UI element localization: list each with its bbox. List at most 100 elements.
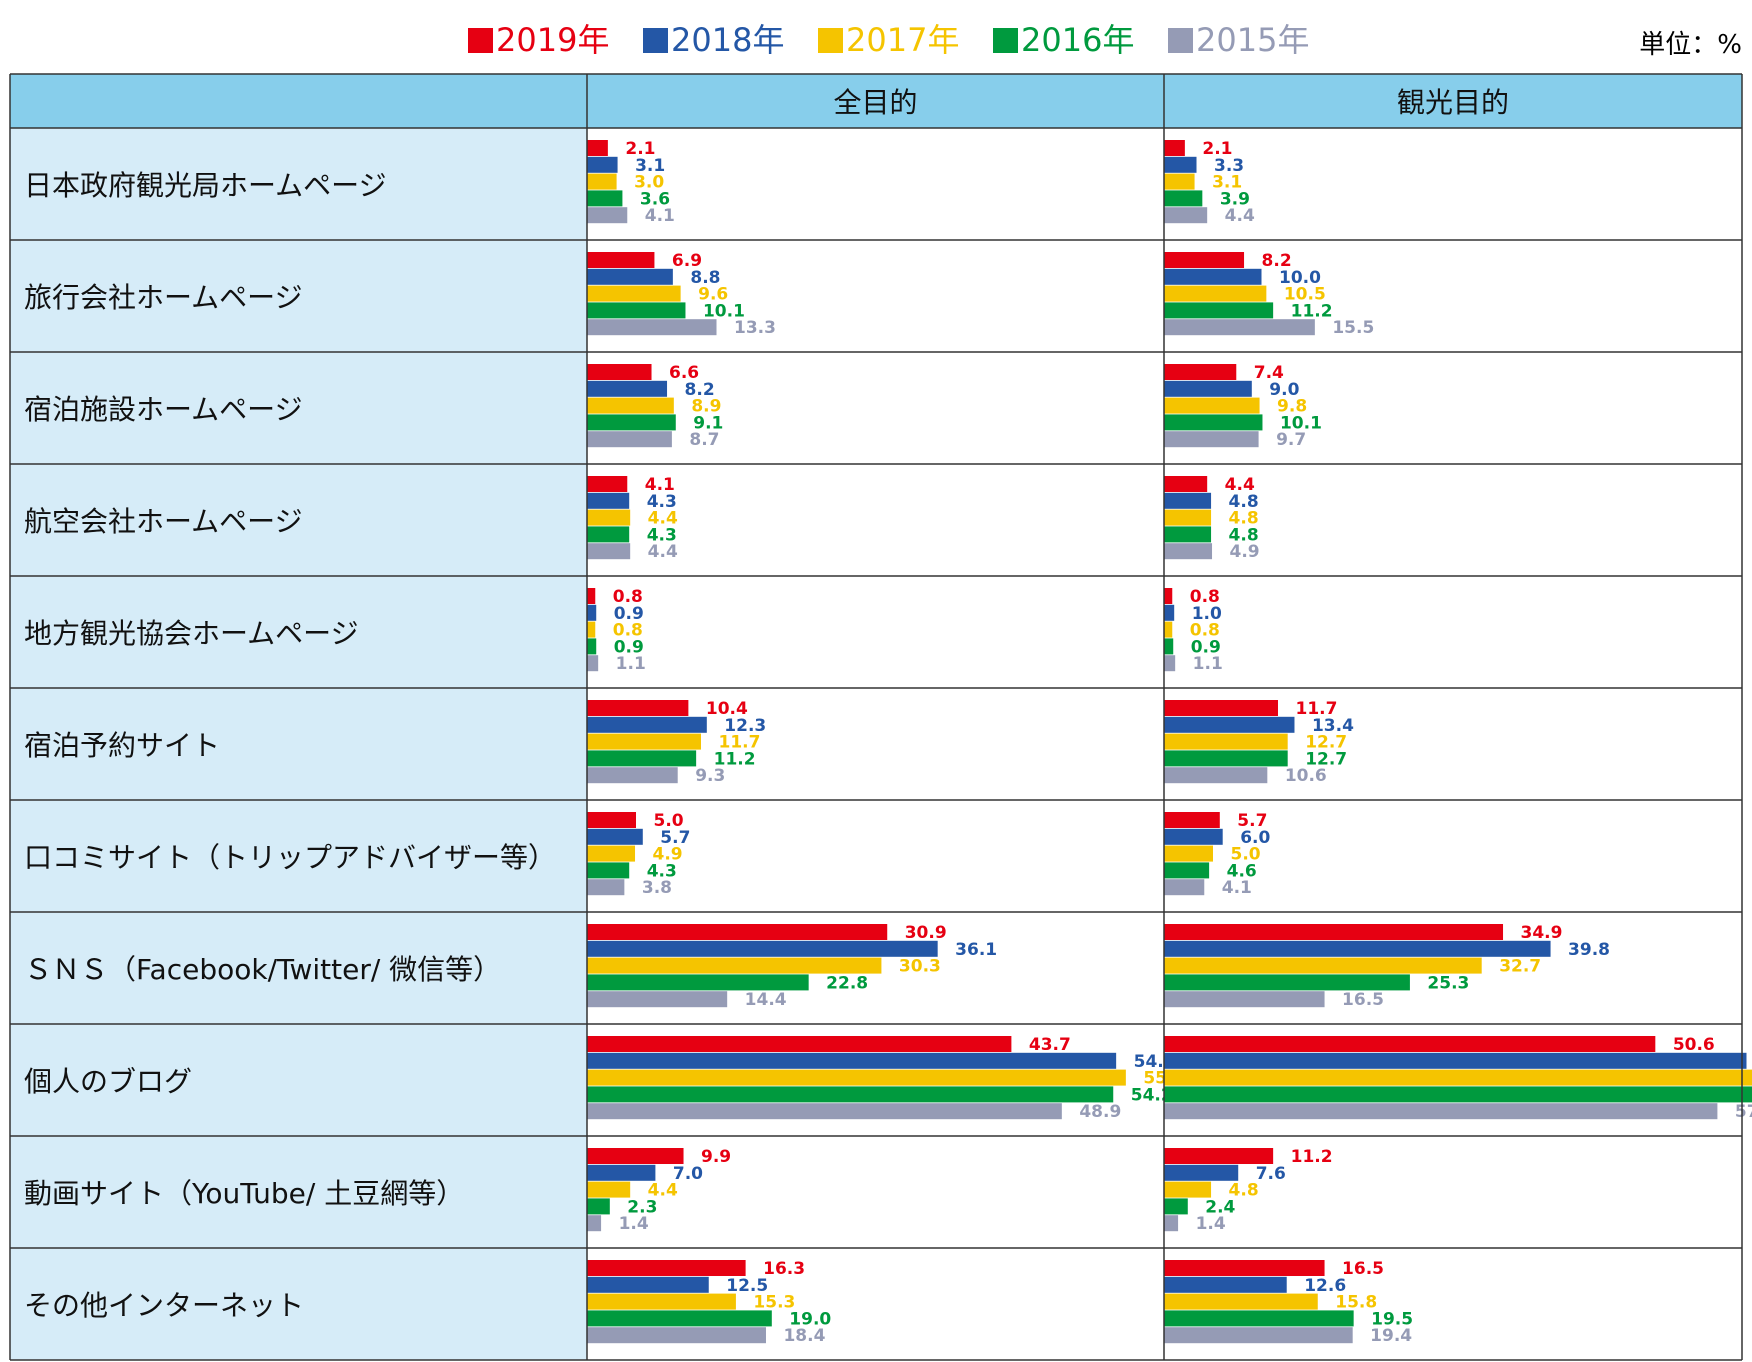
legend-item: 2016年 <box>993 20 1134 60</box>
value-label-sightseeing-4-2: 0.8 <box>1190 621 1220 641</box>
bar-sightseeing-9-4 <box>1164 1215 1179 1232</box>
value-label-all-6-1: 5.7 <box>660 828 690 848</box>
bar-all-0-4 <box>587 207 628 224</box>
value-label-sightseeing-3-1: 4.8 <box>1229 492 1259 512</box>
legend-swatch <box>1168 27 1193 53</box>
value-label-sightseeing-5-3: 12.7 <box>1305 749 1347 769</box>
value-label-all-4-2: 0.8 <box>613 621 643 641</box>
bar-all-5-0 <box>587 700 689 716</box>
value-label-all-7-1: 36.1 <box>955 940 997 960</box>
bar-sightseeing-3-1 <box>1164 492 1212 509</box>
legend-swatch <box>643 27 668 53</box>
bar-all-10-3 <box>587 1310 772 1327</box>
value-label-all-5-3: 11.2 <box>714 749 756 769</box>
bar-sightseeing-6-0 <box>1164 812 1220 828</box>
bar-sightseeing-10-4 <box>1164 1327 1353 1344</box>
value-label-sightseeing-4-1: 1.0 <box>1192 604 1222 624</box>
bar-all-4-3 <box>587 638 597 655</box>
bar-sightseeing-0-3 <box>1164 190 1203 207</box>
value-label-all-6-4: 3.8 <box>642 878 672 898</box>
bar-all-3-0 <box>587 476 628 492</box>
bar-all-10-4 <box>587 1327 766 1344</box>
bar-all-4-0 <box>587 588 596 604</box>
bar-all-9-4 <box>587 1215 602 1232</box>
legend-item: 2015年 <box>1168 20 1309 60</box>
bar-all-8-0 <box>587 1036 1012 1052</box>
value-label-sightseeing-1-3: 11.2 <box>1291 301 1333 321</box>
bar-sightseeing-9-2 <box>1164 1181 1212 1198</box>
value-label-sightseeing-7-3: 25.3 <box>1427 973 1469 993</box>
value-label-sightseeing-10-1: 12.6 <box>1304 1276 1346 1296</box>
bar-sightseeing-4-3 <box>1164 638 1174 655</box>
bar-all-3-2 <box>587 509 631 526</box>
bar-sightseeing-7-1 <box>1164 940 1551 957</box>
value-label-all-9-1: 7.0 <box>673 1164 703 1184</box>
value-label-all-1-2: 9.6 <box>698 285 728 305</box>
bar-all-7-3 <box>587 974 809 991</box>
value-label-sightseeing-6-4: 4.1 <box>1222 878 1252 898</box>
bar-sightseeing-8-3 <box>1164 1086 1752 1103</box>
value-label-all-9-0: 9.9 <box>701 1147 731 1167</box>
bar-sightseeing-10-2 <box>1164 1293 1318 1310</box>
row-label: 旅行会社ホームページ <box>24 281 303 314</box>
bar-all-8-3 <box>587 1086 1114 1103</box>
row-label: 宿泊施設ホームページ <box>24 393 303 426</box>
bar-all-2-2 <box>587 397 674 414</box>
bar-all-1-0 <box>587 252 655 268</box>
header-background <box>10 74 1742 128</box>
bar-sightseeing-8-1 <box>1164 1052 1747 1069</box>
value-label-all-3-4: 4.4 <box>648 542 678 562</box>
value-label-sightseeing-9-4: 1.4 <box>1196 1214 1226 1234</box>
bar-all-2-0 <box>587 364 652 380</box>
legend-swatch <box>468 27 493 53</box>
bar-all-6-4 <box>587 879 625 896</box>
legend-swatch <box>818 27 843 53</box>
row-label: その他インターネット <box>24 1289 305 1322</box>
bar-all-8-1 <box>587 1052 1117 1069</box>
value-label-sightseeing-6-3: 4.6 <box>1227 861 1257 881</box>
bar-sightseeing-1-0 <box>1164 252 1245 268</box>
value-label-all-5-0: 10.4 <box>706 699 748 719</box>
value-label-sightseeing-1-4: 15.5 <box>1332 318 1374 338</box>
bar-sightseeing-8-0 <box>1164 1036 1656 1052</box>
bar-sightseeing-0-4 <box>1164 207 1208 224</box>
bar-all-2-1 <box>587 380 668 397</box>
value-label-sightseeing-2-2: 9.8 <box>1277 397 1307 417</box>
bar-sightseeing-4-0 <box>1164 588 1173 604</box>
bar-sightseeing-1-3 <box>1164 302 1274 319</box>
bar-sightseeing-2-1 <box>1164 380 1252 397</box>
value-label-sightseeing-3-0: 4.4 <box>1225 475 1255 495</box>
bar-all-1-4 <box>587 319 717 336</box>
value-label-all-1-0: 6.9 <box>672 251 702 271</box>
value-label-all-1-4: 13.3 <box>734 318 776 338</box>
value-label-sightseeing-9-1: 7.6 <box>1256 1164 1286 1184</box>
value-label-sightseeing-1-2: 10.5 <box>1284 285 1326 305</box>
value-label-sightseeing-3-4: 4.9 <box>1230 542 1260 562</box>
bar-all-7-4 <box>587 991 728 1008</box>
bar-all-5-3 <box>587 750 697 767</box>
bar-all-10-0 <box>587 1260 746 1276</box>
value-label-all-5-2: 11.7 <box>718 733 760 753</box>
legend-label: 2019年 <box>496 21 610 59</box>
value-label-all-2-1: 8.2 <box>685 380 715 400</box>
row-label: 航空会社ホームページ <box>24 505 303 538</box>
bar-sightseeing-6-1 <box>1164 828 1223 845</box>
bar-sightseeing-9-0 <box>1164 1148 1274 1164</box>
row-label: 個人のブログ <box>24 1065 193 1098</box>
bar-all-4-4 <box>587 655 599 672</box>
value-label-all-10-4: 18.4 <box>783 1326 825 1346</box>
value-label-sightseeing-4-0: 0.8 <box>1190 587 1220 607</box>
value-label-all-3-0: 4.1 <box>645 475 675 495</box>
bar-all-9-2 <box>587 1181 631 1198</box>
value-label-sightseeing-0-0: 2.1 <box>1202 139 1232 159</box>
value-label-sightseeing-6-2: 5.0 <box>1231 845 1261 865</box>
row-label: 口コミサイト（トリップアドバイザー等） <box>24 841 557 874</box>
value-label-all-4-3: 0.9 <box>614 637 644 657</box>
value-label-sightseeing-9-3: 2.4 <box>1205 1197 1235 1217</box>
column-header-sightseeing: 観光目的 <box>1396 86 1509 119</box>
value-label-all-0-4: 4.1 <box>645 206 675 226</box>
bar-all-0-0 <box>587 140 608 156</box>
legend-item: 2017年 <box>818 20 959 60</box>
bar-all-2-4 <box>587 431 672 448</box>
bar-sightseeing-10-0 <box>1164 1260 1325 1276</box>
